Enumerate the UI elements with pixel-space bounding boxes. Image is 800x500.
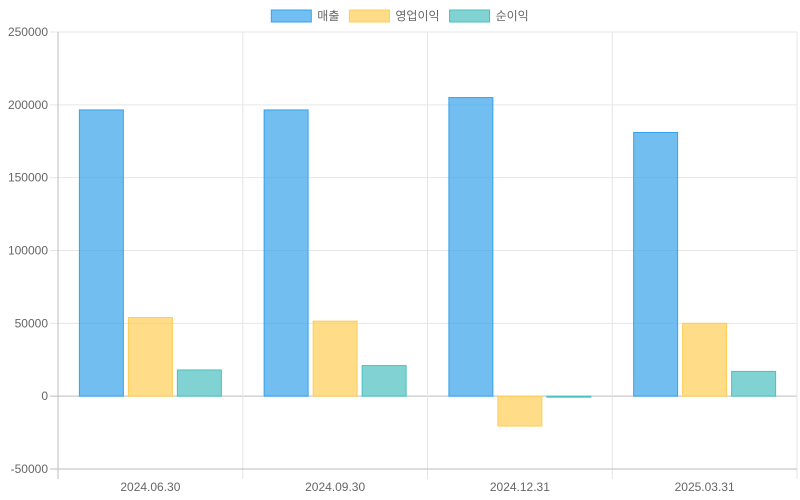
bar[interactable] [263, 109, 309, 397]
x-tick-label: 2024.09.30 [305, 480, 365, 494]
bar[interactable] [633, 132, 679, 397]
y-tick-label: 150000 [8, 171, 48, 185]
bar[interactable] [546, 395, 592, 398]
bar[interactable] [176, 369, 222, 397]
legend-swatch[interactable] [348, 9, 390, 23]
x-tick-label: 2025.03.31 [675, 480, 735, 494]
x-tick-label: 2024.12.31 [490, 480, 550, 494]
bar[interactable] [361, 365, 407, 397]
legend-label[interactable]: 매출 [317, 9, 339, 23]
bar[interactable] [682, 322, 728, 397]
bar[interactable] [127, 317, 173, 397]
legend-label[interactable]: 영업이익 [395, 9, 439, 23]
y-tick-label: 250000 [8, 25, 48, 39]
bar[interactable] [497, 395, 543, 427]
y-tick-label: -50000 [11, 462, 49, 476]
legend[interactable]: 매출 영업이익 순이익 [270, 9, 529, 23]
legend-swatch[interactable] [449, 9, 491, 23]
bars [78, 97, 777, 427]
x-tick-label: 2024.06.30 [120, 480, 180, 494]
y-tick-label: 50000 [15, 316, 49, 330]
bar[interactable] [312, 320, 358, 397]
legend-swatch[interactable] [270, 9, 312, 23]
y-tick-label: 100000 [8, 244, 48, 258]
gridlines [50, 31, 798, 479]
bar[interactable] [78, 109, 124, 397]
bar[interactable] [448, 97, 494, 397]
y-tick-label: 0 [41, 389, 48, 403]
y-tick-label: 200000 [8, 98, 48, 112]
axes: -50000 0 50000 100000 150000 200000 250000 2024… [8, 25, 797, 494]
legend-label[interactable]: 순이익 [496, 9, 529, 23]
bar[interactable] [731, 370, 777, 397]
